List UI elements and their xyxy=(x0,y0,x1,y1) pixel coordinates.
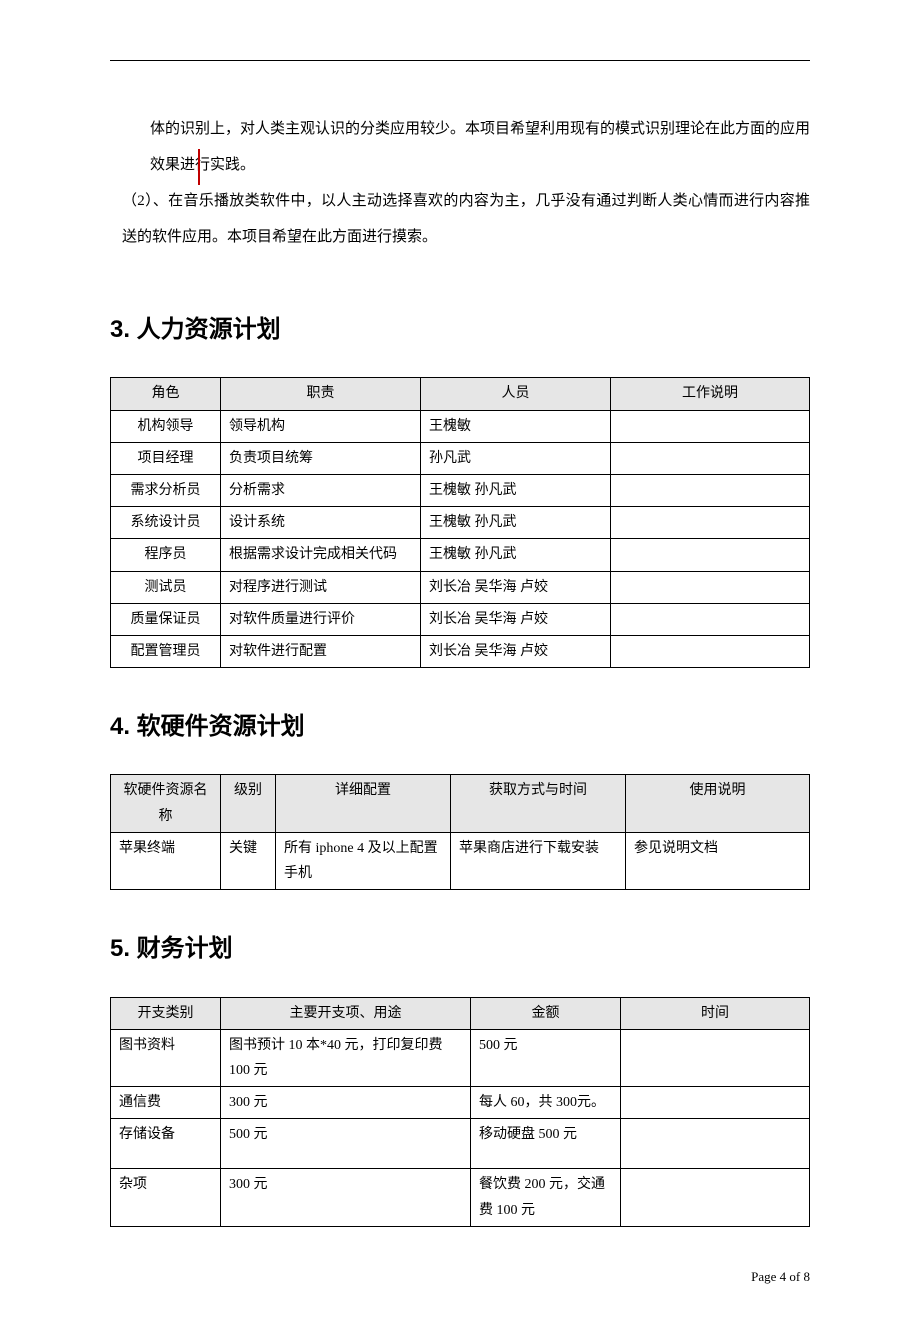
table-header-row: 角色 职责 人员 工作说明 xyxy=(111,378,810,410)
th: 开支类别 xyxy=(111,997,221,1029)
cell: 王槐敏 孙凡武 xyxy=(421,474,611,506)
cell xyxy=(611,442,810,474)
th: 软硬件资源名称 xyxy=(111,775,221,832)
table-row: 质量保证员对软件质量进行评价刘长冶 吴华海 卢姣 xyxy=(111,603,810,635)
table-row: 系统设计员设计系统王槐敏 孙凡武 xyxy=(111,507,810,539)
th: 级别 xyxy=(221,775,276,832)
cell: 存储设备 xyxy=(111,1119,221,1169)
hr-plan-table: 角色 职责 人员 工作说明 机构领导领导机构王槐敏 项目经理负责项目统筹孙凡武 … xyxy=(110,377,810,668)
table-row: 通信费300 元每人 60，共 300元。 xyxy=(111,1087,810,1119)
cell: 测试员 xyxy=(111,571,221,603)
table-row: 测试员对程序进行测试刘长冶 吴华海 卢姣 xyxy=(111,571,810,603)
cell: 根据需求设计完成相关代码 xyxy=(221,539,421,571)
table-row: 需求分析员分析需求王槐敏 孙凡武 xyxy=(111,474,810,506)
cell: 杂项 xyxy=(111,1169,221,1226)
header-rule xyxy=(110,60,810,61)
table-row: 杂项300 元餐饮费 200 元，交通费 100 元 xyxy=(111,1169,810,1226)
th: 时间 xyxy=(621,997,810,1029)
cell: 刘长冶 吴华海 卢姣 xyxy=(421,603,611,635)
cell xyxy=(611,507,810,539)
th-duty: 职责 xyxy=(221,378,421,410)
cell: 对软件质量进行评价 xyxy=(221,603,421,635)
th: 详细配置 xyxy=(276,775,451,832)
cell xyxy=(621,1169,810,1226)
cell: 移动硬盘 500 元 xyxy=(471,1119,621,1169)
cell: 通信费 xyxy=(111,1087,221,1119)
cell: 分析需求 xyxy=(221,474,421,506)
paragraph-1: 体的识别上，对人类主观认识的分类应用较少。本项目希望利用现有的模式识别理论在此方… xyxy=(110,111,810,183)
table-row: 图书资料图书预计 10 本*40 元，打印复印费100 元500 元 xyxy=(111,1029,810,1086)
cell: 设计系统 xyxy=(221,507,421,539)
cell: 刘长冶 吴华海 卢姣 xyxy=(421,571,611,603)
th-note: 工作说明 xyxy=(611,378,810,410)
cell xyxy=(621,1029,810,1086)
cell: 苹果终端 xyxy=(111,832,221,889)
cell: 所有 iphone 4 及以上配置手机 xyxy=(276,832,451,889)
cell xyxy=(611,635,810,667)
cell: 关键 xyxy=(221,832,276,889)
hw-plan-table: 软硬件资源名称 级别 详细配置 获取方式与时间 使用说明 苹果终端 关键 所有 … xyxy=(110,774,810,890)
cell: 程序员 xyxy=(111,539,221,571)
th-person: 人员 xyxy=(421,378,611,410)
cell xyxy=(611,410,810,442)
th: 获取方式与时间 xyxy=(451,775,626,832)
cell: 参见说明文档 xyxy=(626,832,810,889)
cell: 每人 60，共 300元。 xyxy=(471,1087,621,1119)
cell: 孙凡武 xyxy=(421,442,611,474)
cell xyxy=(611,603,810,635)
table-row: 程序员根据需求设计完成相关代码王槐敏 孙凡武 xyxy=(111,539,810,571)
cell: 王槐敏 孙凡武 xyxy=(421,507,611,539)
cell: 300 元 xyxy=(221,1169,471,1226)
th: 金额 xyxy=(471,997,621,1029)
revision-mark-icon xyxy=(198,149,200,185)
cell: 餐饮费 200 元，交通费 100 元 xyxy=(471,1169,621,1226)
table-row: 存储设备500 元移动硬盘 500 元 xyxy=(111,1119,810,1169)
cell xyxy=(621,1119,810,1169)
th-role: 角色 xyxy=(111,378,221,410)
cell xyxy=(611,571,810,603)
cell: 领导机构 xyxy=(221,410,421,442)
cell: 苹果商店进行下载安装 xyxy=(451,832,626,889)
cell: 质量保证员 xyxy=(111,603,221,635)
th: 主要开支项、用途 xyxy=(221,997,471,1029)
table-row: 机构领导领导机构王槐敏 xyxy=(111,410,810,442)
table-row: 项目经理负责项目统筹孙凡武 xyxy=(111,442,810,474)
finance-table: 开支类别 主要开支项、用途 金额 时间 图书资料图书预计 10 本*40 元，打… xyxy=(110,997,810,1227)
cell xyxy=(611,474,810,506)
table-header-row: 软硬件资源名称 级别 详细配置 获取方式与时间 使用说明 xyxy=(111,775,810,832)
cell: 项目经理 xyxy=(111,442,221,474)
cell: 图书预计 10 本*40 元，打印复印费100 元 xyxy=(221,1029,471,1086)
cell xyxy=(611,539,810,571)
paragraph-2: （2）、在音乐播放类软件中，以人主动选择喜欢的内容为主，几乎没有通过判断人类心情… xyxy=(110,183,810,255)
cell: 需求分析员 xyxy=(111,474,221,506)
heading-hr: 3. 人力资源计划 xyxy=(110,311,810,349)
cell: 图书资料 xyxy=(111,1029,221,1086)
cell: 刘长冶 吴华海 卢姣 xyxy=(421,635,611,667)
th: 使用说明 xyxy=(626,775,810,832)
cell xyxy=(621,1087,810,1119)
heading-hw: 4. 软硬件资源计划 xyxy=(110,708,810,746)
cell: 500 元 xyxy=(471,1029,621,1086)
page-footer: Page 4 of 8 xyxy=(110,1267,810,1288)
cell: 负责项目统筹 xyxy=(221,442,421,474)
cell: 王槐敏 xyxy=(421,410,611,442)
cell: 王槐敏 孙凡武 xyxy=(421,539,611,571)
cell: 500 元 xyxy=(221,1119,471,1169)
table-header-row: 开支类别 主要开支项、用途 金额 时间 xyxy=(111,997,810,1029)
cell: 对程序进行测试 xyxy=(221,571,421,603)
document-page: 体的识别上，对人类主观认识的分类应用较少。本项目希望利用现有的模式识别理论在此方… xyxy=(0,0,920,1328)
cell: 系统设计员 xyxy=(111,507,221,539)
table-row: 苹果终端 关键 所有 iphone 4 及以上配置手机 苹果商店进行下载安装 参… xyxy=(111,832,810,889)
heading-fin: 5. 财务计划 xyxy=(110,930,810,968)
table-row: 配置管理员对软件进行配置刘长冶 吴华海 卢姣 xyxy=(111,635,810,667)
cell: 机构领导 xyxy=(111,410,221,442)
cell: 配置管理员 xyxy=(111,635,221,667)
cell: 300 元 xyxy=(221,1087,471,1119)
cell: 对软件进行配置 xyxy=(221,635,421,667)
